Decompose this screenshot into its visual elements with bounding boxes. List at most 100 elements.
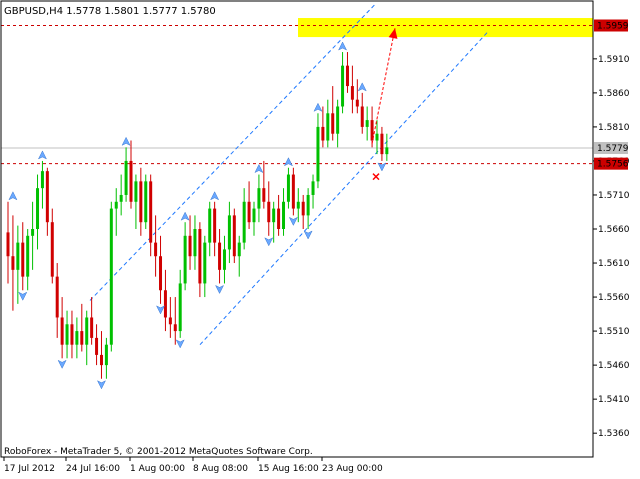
candle-body [296,201,300,209]
fractal-down-marker [57,359,67,369]
candle-body [326,113,330,141]
candle-body [301,201,305,216]
candle-body [208,208,212,243]
fractal-up-marker [357,82,367,92]
candle [252,201,256,236]
candle [267,181,271,236]
y-tick-label: 1.5610 [598,259,630,269]
candle [109,201,113,352]
candle [350,65,354,114]
candle [331,86,335,141]
y-tick-label: 1.5560 [598,293,630,303]
forecast-arrow-head [388,28,398,39]
fractal-down-marker [155,305,166,315]
candle-body [173,324,177,332]
candle-body [11,256,15,270]
candle [139,167,143,236]
candle [326,99,330,148]
candle-body [375,133,379,141]
candle [149,174,153,257]
candle-body [119,194,123,202]
y-tick-label: 1.5910 [598,55,630,65]
candle [296,188,300,223]
candle-body [21,242,25,277]
candle [301,194,305,229]
candle-body [218,242,222,270]
candle-body [321,126,325,141]
candle-body [385,147,389,155]
candle-body [134,181,138,202]
candle [21,222,25,291]
candle [227,201,231,264]
resistance-price-badge-bg [594,19,628,32]
candle-body [75,331,79,345]
candle [203,235,207,298]
candle [45,167,49,236]
fractal-up-marker [283,157,293,167]
candle [282,188,286,236]
candle-body [242,201,246,243]
candle [232,208,236,264]
candle [159,235,163,304]
candle [70,310,74,359]
fractal-down-marker [96,380,107,390]
support-price-badge: 1.5756 [597,160,629,170]
fractal-down-marker [215,284,225,295]
candle [242,188,246,250]
candle [99,331,103,379]
fractal-up-marker [313,102,323,112]
x-tick-label: 23 Aug 00:00 [322,464,383,474]
candle-body [154,242,158,257]
candle [40,160,44,209]
candle [272,201,276,243]
x-tick-label: 8 Aug 08:00 [193,464,248,474]
candle-body [227,215,231,250]
fractal-up-marker [210,191,220,201]
candle-body [341,65,345,107]
x-tick-label: 17 Jul 2012 [4,464,55,474]
candle-body [355,99,359,107]
candle [16,225,20,304]
x-tick-label: 1 Aug 00:00 [130,464,185,474]
candle [188,215,192,270]
channel-upper-line [89,4,376,301]
y-tick-label: 1.5460 [598,361,630,371]
fractal-down-marker [175,339,185,349]
fractal-up-marker [37,150,47,160]
candle-body [129,160,133,202]
candle-body [26,235,30,277]
candle-body [222,249,226,270]
candle-body [345,65,349,87]
candle [173,297,177,345]
current-price-badge: 1.5779 [597,144,629,154]
candle [85,310,89,366]
candle-body [139,181,143,223]
forecast-arrow-line [371,28,396,145]
plot-frame [0,0,594,458]
candle [213,201,217,257]
fractal-up-marker [180,211,190,221]
candle-body [163,290,167,318]
candle [104,337,108,379]
candle [183,222,187,291]
candle [316,113,320,189]
candle-body [144,181,148,223]
y-tick-label: 1.5810 [598,123,630,133]
candle-body [183,235,187,284]
candle [60,297,64,359]
candle [222,235,226,284]
fractal-down-marker [377,162,387,172]
y-tick-label: 1.5660 [598,225,630,235]
y-tick-label: 1.5860 [598,89,630,99]
candle-body [85,317,89,345]
x-tick-label: 15 Aug 16:00 [258,464,319,474]
candle-body [257,188,261,209]
candle [163,269,167,332]
candle-body [55,276,59,318]
candle [95,324,99,366]
candle-body [193,229,197,257]
candle-body [370,120,374,141]
candle [80,303,84,352]
candle-body [159,256,163,291]
